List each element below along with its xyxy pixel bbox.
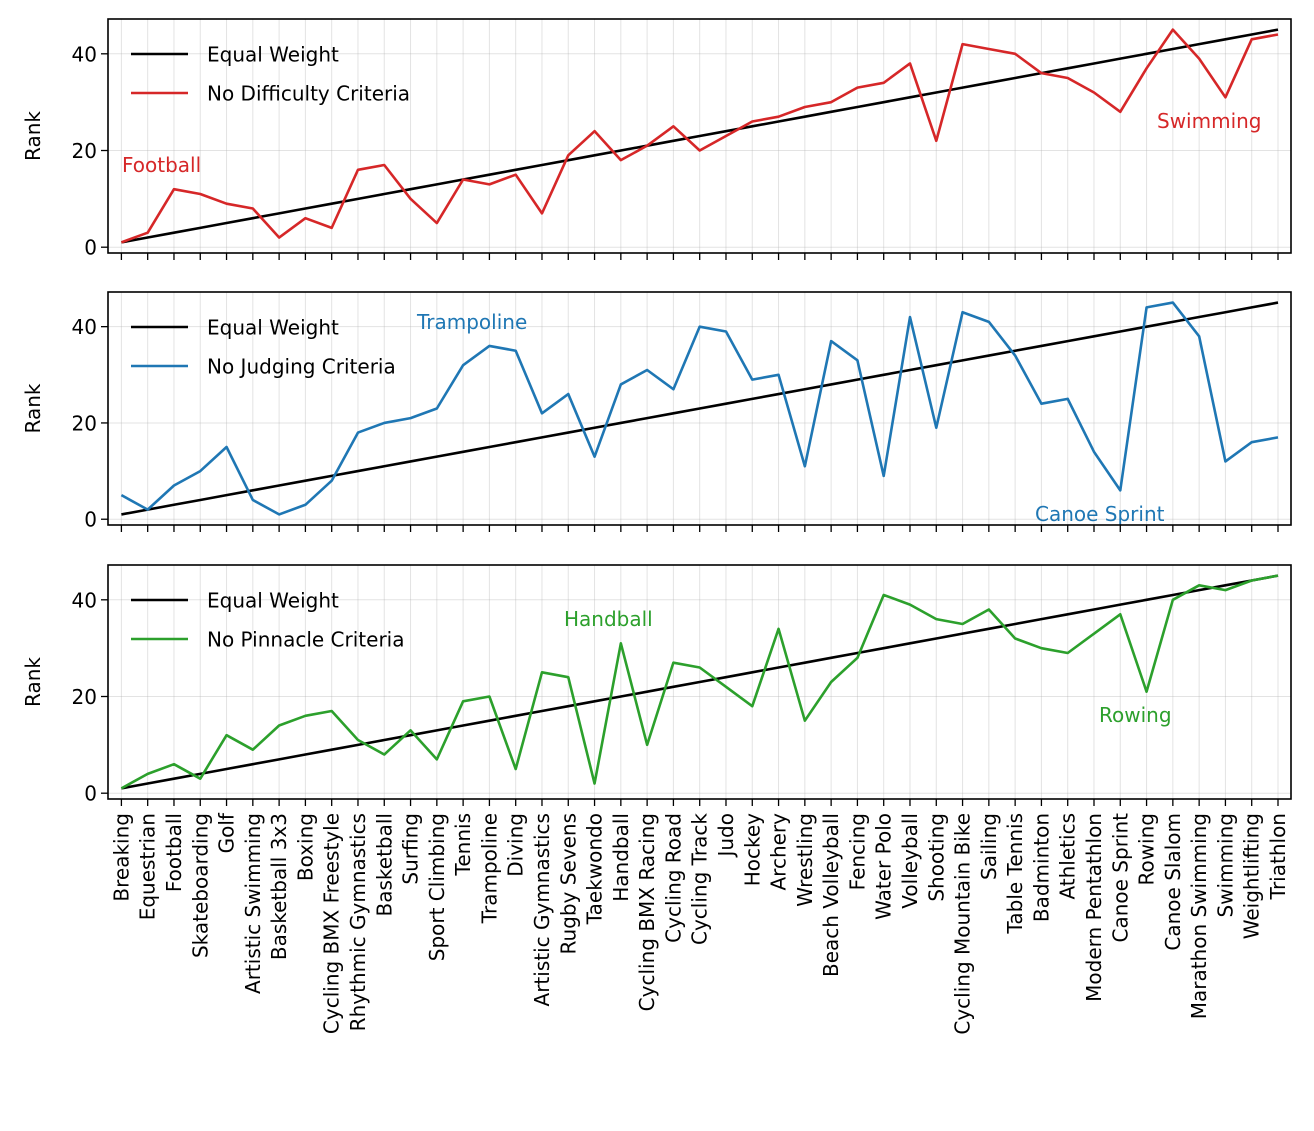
y-tick-label: 20 xyxy=(72,685,97,709)
x-tick-label: Rhythmic Gymnastics xyxy=(346,813,370,1031)
x-tick-label: Cycling Road xyxy=(661,813,685,943)
axes-frame xyxy=(107,564,1292,800)
x-tick-label: Rugby Sevens xyxy=(556,813,580,955)
x-tick-label: Artistic Gymnastics xyxy=(530,813,554,1006)
x-tick-label: Diving xyxy=(504,813,528,877)
x-tick-label: Marathon Swimming xyxy=(1187,813,1211,1019)
x-tick-label: Shooting xyxy=(924,813,948,902)
x-tick-label: Athletics xyxy=(1056,813,1080,900)
x-tick-label: Cycling Track xyxy=(688,813,712,945)
x-tick-label: Breaking xyxy=(109,813,133,902)
y-axis-label: Rank xyxy=(21,111,45,161)
x-tick-label: Fencing xyxy=(845,813,869,890)
y-axis-label: Rank xyxy=(21,657,45,707)
x-tick-label: Trampoline xyxy=(477,813,501,924)
x-tick-label: Rowing xyxy=(1135,813,1159,886)
criteria-line xyxy=(120,574,1279,790)
y-tick-label: 0 xyxy=(84,782,97,806)
x-tick-label: Archery xyxy=(767,813,791,891)
equal-weight-line xyxy=(121,301,1279,516)
x-tick-label: Swimming xyxy=(1213,813,1237,918)
annotation-label: Rowing xyxy=(1099,703,1172,727)
x-tick-label: Triathlon xyxy=(1266,813,1290,900)
x-tick-label: Tennis xyxy=(451,813,475,876)
x-tick-label: Volleyball xyxy=(898,813,922,909)
x-tick-label: Artistic Swimming xyxy=(241,813,265,994)
axes-frame xyxy=(107,291,1292,526)
y-tick-label: 0 xyxy=(84,236,97,260)
y-axis-label: Rank xyxy=(21,383,45,433)
legend-label: No Judging Criteria xyxy=(207,355,396,379)
x-tick-label: Boxing xyxy=(293,813,317,881)
annotation-label: Canoe Sprint xyxy=(1035,502,1165,526)
x-tick-label: Beach Volleyball xyxy=(819,813,843,977)
annotation-label: Swimming xyxy=(1157,109,1262,133)
legend-label: No Difficulty Criteria xyxy=(207,82,410,106)
legend-label: Equal Weight xyxy=(207,316,339,340)
axes-frame xyxy=(107,18,1292,254)
x-tick-label: Modern Pentathlon xyxy=(1082,813,1106,1002)
x-tick-label: Skateboarding xyxy=(188,813,212,958)
y-tick-label: 40 xyxy=(72,315,97,339)
x-tick-label: Sport Climbing xyxy=(425,813,449,961)
x-tick-label: Badminton xyxy=(1029,813,1053,922)
legend-label: Equal Weight xyxy=(207,43,339,67)
x-tick-label: Table Tennis xyxy=(1003,813,1027,935)
annotation-label: Football xyxy=(122,153,201,177)
criteria-line xyxy=(120,28,1279,244)
x-tick-label: Canoe Slalom xyxy=(1161,813,1185,951)
y-tick-label: 20 xyxy=(72,411,97,435)
x-tick-label: Sailing xyxy=(977,813,1001,880)
x-tick-label: Judo xyxy=(714,813,738,859)
legend-label: Equal Weight xyxy=(207,589,339,613)
x-tick-label: Golf xyxy=(215,812,239,853)
y-tick-label: 0 xyxy=(84,508,97,532)
y-tick-label: 40 xyxy=(72,588,97,612)
x-tick-label: Weightlifting xyxy=(1240,813,1264,939)
x-tick-label: Canoe Sprint xyxy=(1108,813,1132,943)
annotation-label: Handball xyxy=(564,607,653,631)
x-tick-label: Surfing xyxy=(399,813,423,885)
x-tick-label: Cycling BMX Freestyle xyxy=(320,813,344,1034)
equal-weight-line xyxy=(121,574,1279,790)
x-tick-label: Wrestling xyxy=(793,813,817,907)
x-tick-label: Water Polo xyxy=(872,813,896,920)
x-tick-label: Cycling Mountain Bike xyxy=(951,813,975,1035)
x-tick-label: Basketball 3x3 xyxy=(267,813,291,960)
x-tick-label: Cycling BMX Racing xyxy=(635,813,659,1011)
y-tick-label: 20 xyxy=(72,139,97,163)
x-tick-label: Handball xyxy=(609,813,633,902)
x-tick-label: Equestrian xyxy=(136,813,160,920)
x-tick-label: Hockey xyxy=(740,813,764,886)
x-tick-label: Football xyxy=(162,813,186,892)
x-tick-label: Taekwondo xyxy=(583,813,607,925)
x-tick-label: Basketball xyxy=(372,813,396,916)
legend-label: No Pinnacle Criteria xyxy=(207,628,404,652)
criteria-line xyxy=(120,301,1279,516)
y-tick-label: 40 xyxy=(72,42,97,66)
annotation-label: Trampoline xyxy=(416,310,527,334)
equal-weight-line xyxy=(121,28,1279,244)
